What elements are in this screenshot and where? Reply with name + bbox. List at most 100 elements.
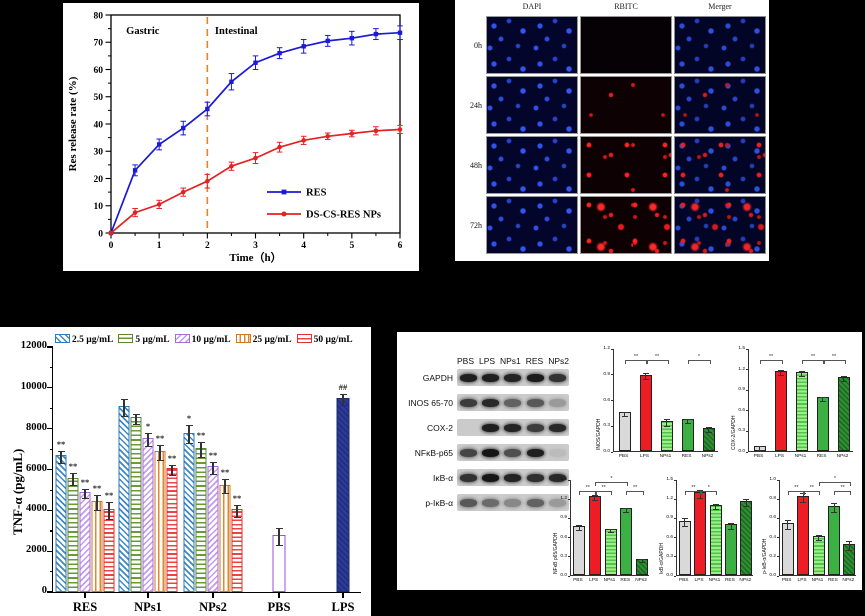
mini-significance-bracket: **	[801, 354, 825, 364]
error-bar	[93, 495, 101, 512]
blot-band	[459, 373, 477, 382]
blot-band	[526, 498, 544, 507]
bar-group-NPs1: * ** **	[118, 399, 178, 592]
mini-category-label-LPS: LPS	[589, 578, 599, 583]
mini-error-bar	[777, 369, 784, 376]
mini-y-tick-label: 0.6	[560, 534, 567, 540]
mini-category-label-RES: RES	[681, 454, 692, 459]
tnf-plot-area: 0 2000 4000 6000 8000 10000 12000 ** ** ** ** ** RES…	[21, 340, 361, 614]
error-bar	[69, 473, 77, 486]
merger-red-dots-layer	[675, 197, 765, 253]
mini-error-bar	[697, 490, 704, 499]
mini-y-tick	[674, 479, 676, 481]
bar-group-PBS	[272, 528, 286, 592]
significance-marker: **	[104, 490, 114, 501]
mini-y-tick	[777, 537, 779, 538]
error-bar	[221, 479, 229, 495]
x-axis-tick	[212, 592, 214, 598]
blot-strip-image	[457, 444, 569, 461]
y-axis-tick-label: 12000	[20, 340, 47, 351]
western-blot-strips: PBS LPS NPs1 RES NPs2 GAPDH INOS 65-70 COX-2 NFκ…	[401, 356, 571, 519]
mini-significance-bracket: **	[645, 354, 669, 364]
mini-category-label-PBS: PBS	[678, 578, 689, 583]
mini-y-tick	[568, 556, 570, 558]
significance-marker: **	[68, 461, 78, 472]
mini-y-tick	[777, 498, 779, 500]
microscopy-image-dapi-24h	[486, 76, 578, 134]
bar-RES-3: **	[91, 483, 103, 592]
blot-protein-label: p-IκB-α	[425, 497, 453, 508]
mini-category-label-NPs2: NPs2	[836, 454, 849, 459]
y-axis-minor-tick	[50, 448, 53, 450]
mini-bar-RES	[620, 508, 633, 575]
mini-y-tick-label: 1.2	[666, 496, 673, 502]
microscopy-row-label-48h: 48h	[470, 160, 482, 170]
mini-y-tick	[674, 556, 676, 558]
blot-band	[482, 448, 500, 457]
mini-significance-label: **	[633, 485, 638, 491]
mini-significance-bracket: **	[833, 485, 852, 495]
mini-category-label-NPs2: NPs2	[842, 578, 855, 583]
mini-bar-LPS	[639, 374, 652, 451]
blot-band	[459, 398, 477, 407]
mini-bar-RES	[681, 419, 694, 451]
mini-significance-bracket: **	[787, 485, 806, 495]
svg-text:0: 0	[109, 241, 114, 251]
mini-y-tick	[746, 451, 748, 453]
blot-band	[482, 473, 500, 482]
svg-text:30: 30	[94, 148, 104, 158]
mini-significance-label: **	[633, 354, 639, 360]
bar-NPs1-3: **	[154, 433, 166, 592]
mini-bar-LPS	[588, 495, 601, 575]
mini-y-tick	[746, 369, 748, 370]
mini-y-tick-label: 0.6	[738, 407, 745, 413]
category-label-RES: RES	[72, 600, 98, 614]
mini-y-tick-label: 1.2	[738, 366, 745, 372]
significance-marker: ##	[338, 381, 348, 392]
microscopy-image-rbitc-24h	[580, 76, 672, 134]
blot-band	[459, 473, 477, 482]
bar-RES-2: **	[79, 477, 91, 592]
mini-y-tick-label: 0.9	[603, 371, 610, 377]
mini-category-label-PBS: PBS	[618, 454, 629, 459]
mini-significance-label: **	[831, 354, 837, 360]
significance-marker: **	[56, 438, 66, 449]
bar-NPs1-1	[130, 413, 142, 592]
microscopy-image-merger-0h	[674, 16, 766, 74]
mini-significance-label: *	[697, 354, 701, 360]
y-axis-tick	[47, 428, 53, 430]
error-bar	[168, 465, 176, 476]
mini-bar-PBS	[678, 520, 691, 575]
mini-y-tick-label: 0.3	[666, 553, 673, 559]
microscopy-grid-panel: DAPI RBITC Merger 0h 24h 48h 72h	[455, 0, 769, 261]
legend-item: 50 µg/mL	[296, 334, 353, 345]
merger-red-dots-layer	[675, 137, 765, 193]
microscopy-image-rbitc-48h	[580, 136, 672, 194]
mini-plot-area: ** ** ** *	[570, 476, 649, 576]
mini-y-tick	[568, 537, 570, 538]
mini-category-label-NPs1: NPs1	[659, 454, 672, 459]
bar-group-LPS: ##	[336, 382, 350, 592]
mini-y-tick-label: 0.6	[769, 515, 776, 521]
significance-marker: **	[92, 483, 102, 494]
mini-bar-PBS	[781, 523, 794, 575]
x-axis-tick	[342, 592, 344, 598]
mini-significance-label: **	[794, 485, 799, 491]
y-axis-tick-label: 4000	[26, 503, 47, 515]
bar-NPs2-2: **	[207, 450, 219, 592]
blot-row: COX-2	[401, 419, 571, 436]
mini-bar-NPs2	[837, 376, 850, 451]
mini-y-tick-label: 1.2	[603, 346, 610, 351]
mini-y-tick	[568, 518, 570, 519]
bar-group-NPs2: * ** ** ** **	[183, 413, 243, 592]
mini-significance-label: **	[691, 485, 696, 491]
blot-band	[504, 398, 522, 407]
mini-category-label-PBS: PBS	[573, 578, 583, 583]
legend-item: 25 µg/mL	[235, 334, 292, 345]
error-bar	[185, 425, 193, 445]
mini-y-tick-label: 0.2	[769, 553, 776, 559]
bar-NPs2-4: **	[231, 493, 243, 592]
mini-y-tick	[674, 575, 676, 577]
y-axis-minor-tick	[50, 489, 53, 491]
mini-y-tick	[568, 479, 570, 481]
